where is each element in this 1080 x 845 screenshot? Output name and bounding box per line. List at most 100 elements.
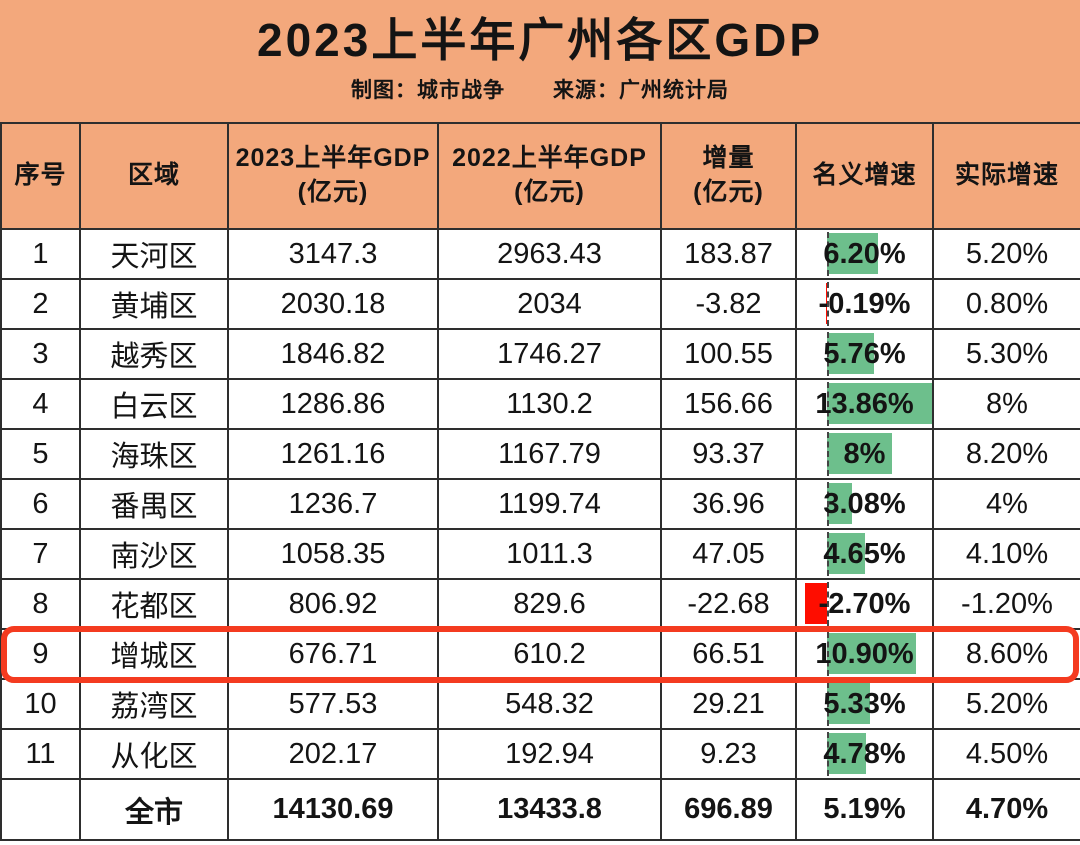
district-cell: 增城区 xyxy=(79,628,229,680)
real-growth-cell: -1.20% xyxy=(932,578,1080,630)
gdp-2022-cell: 2034 xyxy=(437,278,662,330)
district-cell: 海珠区 xyxy=(79,428,229,480)
delta-cell: 100.55 xyxy=(660,328,797,380)
subtitle: 制图：城市战争 来源：广州统计局 xyxy=(0,74,1080,104)
table-row: 11 从化区 202.17 192.94 9.23 4.78% 4.50% xyxy=(0,728,1080,780)
nominal-growth-cell: 3.08% xyxy=(795,478,934,530)
bar-zero-axis xyxy=(827,682,829,726)
row-index-cell: 10 xyxy=(0,678,81,730)
nominal-growth-value: 13.86% xyxy=(815,387,914,420)
row-index-cell xyxy=(0,778,81,841)
table-row: 5 海珠区 1261.16 1167.79 93.37 8% 8.20% xyxy=(0,428,1080,480)
gdp-2022-cell: 548.32 xyxy=(437,678,662,730)
positive-growth-bar xyxy=(827,233,878,274)
gdp-2023-cell: 2030.18 xyxy=(227,278,439,330)
real-growth-cell: 4.10% xyxy=(932,528,1080,580)
positive-growth-bar xyxy=(827,433,893,474)
nominal-growth-value: -2.70% xyxy=(818,587,911,620)
bar-zero-axis xyxy=(827,732,829,776)
delta-cell: 183.87 xyxy=(660,228,797,280)
gdp-2022-cell: 1199.74 xyxy=(437,478,662,530)
nominal-growth-value: 8% xyxy=(843,437,886,470)
delta-cell: -22.68 xyxy=(660,578,797,630)
gdp-2022-cell: 192.94 xyxy=(437,728,662,780)
gdp-2023-cell: 806.92 xyxy=(227,578,439,630)
district-cell: 荔湾区 xyxy=(79,678,229,730)
gdp-2022-cell: 1746.27 xyxy=(437,328,662,380)
real-growth-cell: 8.20% xyxy=(932,428,1080,480)
positive-growth-bar xyxy=(827,333,874,374)
gdp-2023-cell: 676.71 xyxy=(227,628,439,680)
header-row: 序号 区域 2023上半年GDP (亿元) 2022上半年GDP (亿元) 增量… xyxy=(0,122,1080,230)
gdp-2022-cell: 829.6 xyxy=(437,578,662,630)
title-block: 2023上半年广州各区GDP 制图：城市战争 来源：广州统计局 xyxy=(0,0,1080,122)
gdp-2022-cell: 1167.79 xyxy=(437,428,662,480)
nominal-growth-value: 5.19% xyxy=(823,793,906,825)
gdp-2023-cell: 3147.3 xyxy=(227,228,439,280)
delta-cell: 156.66 xyxy=(660,378,797,430)
gdp-2023-cell: 577.53 xyxy=(227,678,439,730)
subtitle-source: 来源：广州统计局 xyxy=(553,78,729,102)
gdp-2023-cell: 202.17 xyxy=(227,728,439,780)
col-header-district: 区域 xyxy=(79,122,229,230)
district-cell: 花都区 xyxy=(79,578,229,630)
col-header-index: 序号 xyxy=(0,122,81,230)
bar-zero-axis xyxy=(827,382,829,426)
nominal-growth-cell: 4.78% xyxy=(795,728,934,780)
col-header-gdp-2023: 2023上半年GDP (亿元) xyxy=(227,122,439,230)
negative-growth-bar xyxy=(805,583,827,624)
real-growth-cell: 4.70% xyxy=(932,778,1080,841)
table-row: 9 增城区 676.71 610.2 66.51 10.90% 8.60% xyxy=(0,628,1080,680)
row-index-cell: 2 xyxy=(0,278,81,330)
nominal-growth-cell: 8% xyxy=(795,428,934,480)
positive-growth-bar xyxy=(827,483,853,524)
delta-cell: 93.37 xyxy=(660,428,797,480)
gdp-2023-cell: 1236.7 xyxy=(227,478,439,530)
row-index-cell: 9 xyxy=(0,628,81,680)
nominal-growth-cell: 13.86% xyxy=(795,378,934,430)
nominal-growth-cell: 5.19% xyxy=(795,778,934,841)
row-index-cell: 11 xyxy=(0,728,81,780)
nominal-growth-value: 10.90% xyxy=(815,637,914,670)
nominal-growth-value: 3.08% xyxy=(823,487,906,520)
district-cell: 从化区 xyxy=(79,728,229,780)
col-header-real-growth: 实际增速 xyxy=(932,122,1080,230)
gdp-2023-cell: 1261.16 xyxy=(227,428,439,480)
gdp-2023-cell: 1058.35 xyxy=(227,528,439,580)
table-row: 8 花都区 806.92 829.6 -22.68 -2.70% -1.20% xyxy=(0,578,1080,630)
table-body: 1 天河区 3147.3 2963.43 183.87 6.20% 5.20% 2 黄埔区 203… xyxy=(0,228,1080,841)
real-growth-cell: 5.30% xyxy=(932,328,1080,380)
nominal-growth-value: -0.19% xyxy=(818,287,911,320)
delta-cell: 47.05 xyxy=(660,528,797,580)
gdp-2023-cell: 1286.86 xyxy=(227,378,439,430)
real-growth-cell: 5.20% xyxy=(932,228,1080,280)
gdp-2022-cell: 1011.3 xyxy=(437,528,662,580)
table-row: 10 荔湾区 577.53 548.32 29.21 5.33% 5.20% xyxy=(0,678,1080,730)
nominal-growth-cell: 4.65% xyxy=(795,528,934,580)
nominal-growth-cell: 10.90% xyxy=(795,628,934,680)
gdp-2022-cell: 610.2 xyxy=(437,628,662,680)
bar-zero-axis xyxy=(827,532,829,576)
subtitle-maker: 制图：城市战争 xyxy=(351,78,505,102)
bar-zero-axis xyxy=(827,332,829,376)
district-cell: 越秀区 xyxy=(79,328,229,380)
delta-cell: -3.82 xyxy=(660,278,797,330)
real-growth-cell: 8.60% xyxy=(932,628,1080,680)
district-cell: 天河区 xyxy=(79,228,229,280)
real-growth-cell: 8% xyxy=(932,378,1080,430)
real-growth-cell: 5.20% xyxy=(932,678,1080,730)
row-index-cell: 1 xyxy=(0,228,81,280)
nominal-growth-value: 5.76% xyxy=(823,337,906,370)
district-cell: 南沙区 xyxy=(79,528,229,580)
nominal-growth-value: 4.78% xyxy=(823,737,906,770)
gdp-2022-cell: 13433.8 xyxy=(437,778,662,841)
bar-zero-axis xyxy=(827,282,829,326)
nominal-growth-cell: -2.70% xyxy=(795,578,934,630)
nominal-growth-value: 6.20% xyxy=(823,237,906,270)
table-row: 7 南沙区 1058.35 1011.3 47.05 4.65% 4.10% xyxy=(0,528,1080,580)
bar-zero-axis xyxy=(827,582,829,626)
row-index-cell: 7 xyxy=(0,528,81,580)
nominal-growth-cell: 5.76% xyxy=(795,328,934,380)
delta-cell: 696.89 xyxy=(660,778,797,841)
col-header-gdp-2022: 2022上半年GDP (亿元) xyxy=(437,122,662,230)
